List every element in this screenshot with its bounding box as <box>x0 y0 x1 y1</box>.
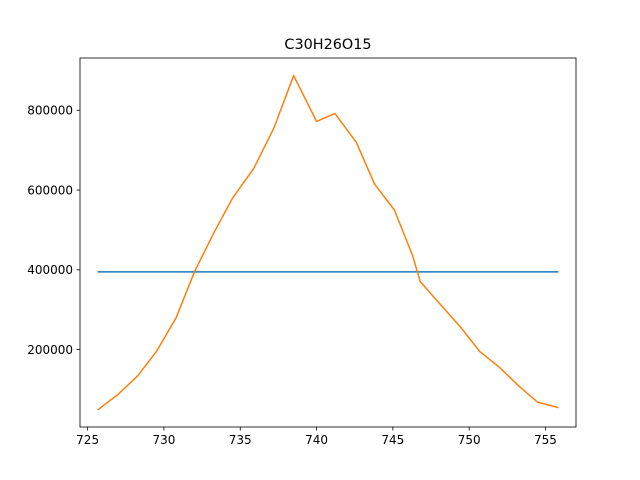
x-tick-label: 725 <box>76 433 99 447</box>
x-tick-label: 740 <box>305 433 328 447</box>
x-tick-label: 755 <box>534 433 557 447</box>
y-tick-label: 200000 <box>27 343 73 357</box>
y-tick-label: 800000 <box>27 104 73 118</box>
x-tick-label: 730 <box>152 433 175 447</box>
y-tick-label: 600000 <box>27 183 73 197</box>
chart-title: C30H26O15 <box>284 37 371 53</box>
y-tick-label: 400000 <box>27 263 73 277</box>
x-tick-label: 735 <box>229 433 252 447</box>
x-tick-label: 745 <box>381 433 404 447</box>
x-tick-label: 750 <box>458 433 481 447</box>
